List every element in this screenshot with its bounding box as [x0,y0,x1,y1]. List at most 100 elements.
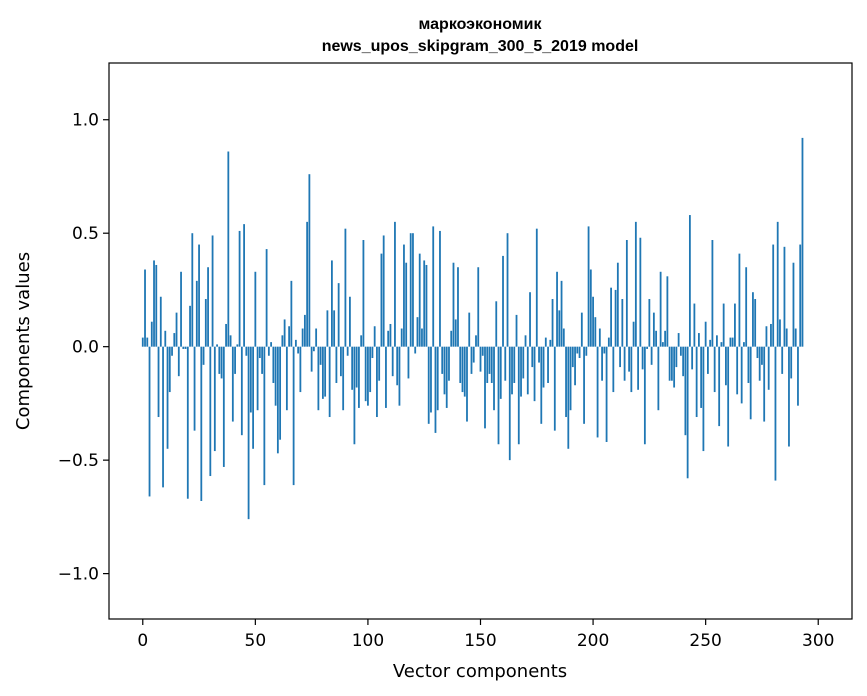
bar [358,346,360,408]
bar [774,346,777,481]
bar [243,224,245,347]
bar [556,271,558,347]
bar [328,346,331,418]
bar [321,346,324,399]
bar [258,346,261,359]
bar [758,346,761,381]
bar [279,346,282,440]
bar [657,346,660,411]
bar [493,346,495,411]
plot-frame [108,62,853,620]
bar [261,346,263,374]
x-tick-label: 50 [245,631,267,651]
bar [481,346,484,356]
bar [283,319,286,347]
bar [312,346,315,352]
bar [346,346,349,356]
bar [448,346,450,381]
bar [299,346,302,393]
bar [425,264,428,347]
x-tick-label: 300 [802,631,834,651]
bar [344,228,347,347]
bar [639,237,642,347]
bar [508,346,511,461]
bar [412,233,414,347]
bar [396,346,399,386]
bar [193,346,196,431]
bar [281,335,284,347]
bar [472,346,475,363]
bar [659,271,662,347]
bar [209,346,212,477]
bar [569,346,572,411]
bar [598,328,601,347]
bar [394,221,396,347]
bar [380,253,383,347]
bar [445,346,448,408]
chart-subtitle: news_upos_skipgram_300_5_2019 model [322,38,639,55]
bars-group [141,137,804,520]
bar [204,299,207,347]
bar [385,346,387,408]
x-tick-label: 150 [464,631,496,651]
bar [351,346,354,390]
bar [603,346,606,354]
bar [249,346,252,413]
bar [589,269,592,347]
bar [427,346,430,424]
bar [317,346,320,411]
bar [238,230,241,347]
bar [184,346,187,349]
bar [788,346,790,447]
bar [247,346,250,520]
bar [229,335,232,347]
bar [371,346,374,359]
bar [783,246,786,347]
bar [376,346,378,418]
bar [274,346,277,406]
bar [560,280,563,347]
bar [225,323,227,347]
bar [468,312,471,347]
bar [306,221,309,347]
bar [256,346,259,411]
bar [722,303,725,347]
bar [745,267,748,347]
bar [679,346,682,356]
bar [398,346,401,406]
bar [276,346,279,454]
bar [641,346,644,370]
bar [452,262,455,347]
bar [585,346,588,356]
bar [367,346,369,406]
bar [144,269,146,347]
bar [558,310,561,347]
bar [682,346,685,377]
bar [220,346,223,379]
bar [797,346,799,406]
bar [335,346,338,383]
bar [439,230,441,347]
bar [168,346,171,393]
bar [637,346,640,390]
bar [763,346,766,422]
bar [211,235,214,347]
bar [565,346,567,418]
bar [749,346,752,420]
bar [506,233,509,347]
bar [547,346,549,383]
bar [650,346,653,365]
bar [461,346,464,393]
bar [432,226,435,347]
bar [652,312,655,347]
bar [772,244,775,347]
bar [466,346,468,422]
bar [592,296,594,347]
bar [511,346,513,395]
bar [520,346,522,397]
bar [459,346,462,383]
bar [736,346,739,395]
bar [623,346,626,381]
bar [562,328,565,347]
bar [195,280,198,347]
